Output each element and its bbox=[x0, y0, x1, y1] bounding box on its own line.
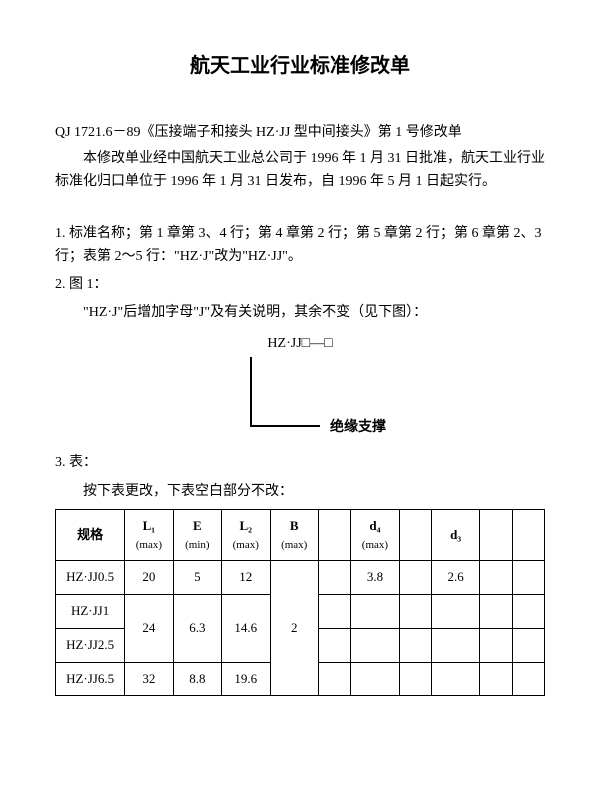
cell-empty bbox=[480, 628, 512, 662]
cell-d4: 3.8 bbox=[351, 561, 399, 595]
page-title: 航天工业行业标准修改单 bbox=[55, 50, 545, 82]
th-d4: d₄(max) bbox=[351, 509, 399, 560]
cell-empty bbox=[351, 628, 399, 662]
cell-empty bbox=[431, 662, 479, 696]
cell-empty bbox=[512, 628, 544, 662]
item-1: 1. 标准名称；第 1 章第 3、4 行；第 4 章第 2 行；第 5 章第 2… bbox=[55, 223, 545, 268]
intro-line-2: 本修改单业经中国航天工业总公司于 1996 年 1 月 31 日批准，航天工业行… bbox=[55, 148, 545, 193]
diagram-callout-label: 绝缘支撑 bbox=[330, 417, 386, 439]
cell-empty bbox=[318, 662, 350, 696]
cell-spec: HZ·JJ0.5 bbox=[56, 561, 125, 595]
cell-b-merged: 2 bbox=[270, 561, 318, 696]
cell-e: 8.8 bbox=[173, 662, 221, 696]
cell-empty bbox=[399, 595, 431, 629]
cell-empty bbox=[512, 662, 544, 696]
intro-line-1: QJ 1721.6－89《压接端子和接头 HZ·JJ 型中间接头》第 1 号修改… bbox=[55, 122, 545, 144]
cell-empty bbox=[431, 595, 479, 629]
cell-empty bbox=[512, 595, 544, 629]
spec-table: 规格 L₁(max) E(min) L₂(max) B(max) d₄(max)… bbox=[55, 509, 545, 697]
cell-empty bbox=[318, 628, 350, 662]
cell-spec: HZ·JJ1 bbox=[56, 595, 125, 629]
cell-empty bbox=[480, 595, 512, 629]
cell-empty bbox=[351, 595, 399, 629]
table-row: HZ·JJ0.5 20 5 12 2 3.8 2.6 bbox=[56, 561, 545, 595]
cell-empty bbox=[399, 662, 431, 696]
cell-empty bbox=[431, 628, 479, 662]
diagram: 绝缘支撑 bbox=[200, 357, 400, 442]
th-empty-2 bbox=[399, 509, 431, 560]
cell-e-merged: 6.3 bbox=[173, 595, 221, 663]
th-d3: d₃ bbox=[431, 509, 479, 560]
th-empty-1 bbox=[318, 509, 350, 560]
cell-l2-merged: 14.6 bbox=[222, 595, 270, 663]
cell-l2: 12 bbox=[222, 561, 270, 595]
cell-empty bbox=[512, 561, 544, 595]
table-note: 按下表更改，下表空白部分不改： bbox=[55, 481, 545, 503]
cell-l1: 32 bbox=[125, 662, 173, 696]
item-2: 2. 图 1： bbox=[55, 274, 545, 296]
cell-l2: 19.6 bbox=[222, 662, 270, 696]
cell-empty bbox=[399, 628, 431, 662]
th-e: E(min) bbox=[173, 509, 221, 560]
cell-d3: 2.6 bbox=[431, 561, 479, 595]
cell-l1: 20 bbox=[125, 561, 173, 595]
item-2-desc: "HZ·J"后增加字母"J"及有关说明，其余不变（见下图）： bbox=[55, 302, 545, 324]
cell-empty bbox=[480, 662, 512, 696]
th-empty-3 bbox=[480, 509, 512, 560]
cell-empty bbox=[399, 561, 431, 595]
diagram-horizontal-line bbox=[250, 425, 320, 427]
figure-label: HZ·JJ□—□ bbox=[55, 333, 545, 355]
cell-spec: HZ·JJ6.5 bbox=[56, 662, 125, 696]
diagram-vertical-line bbox=[250, 357, 252, 427]
cell-e: 5 bbox=[173, 561, 221, 595]
cell-l1-merged: 24 bbox=[125, 595, 173, 663]
table-header-row: 规格 L₁(max) E(min) L₂(max) B(max) d₄(max)… bbox=[56, 509, 545, 560]
cell-empty bbox=[351, 662, 399, 696]
item-3: 3. 表： bbox=[55, 452, 545, 474]
th-empty-4 bbox=[512, 509, 544, 560]
cell-empty bbox=[480, 561, 512, 595]
cell-spec: HZ·JJ2.5 bbox=[56, 628, 125, 662]
cell-empty bbox=[318, 595, 350, 629]
th-spec: 规格 bbox=[56, 509, 125, 560]
th-l2: L₂(max) bbox=[222, 509, 270, 560]
th-l1: L₁(max) bbox=[125, 509, 173, 560]
th-b: B(max) bbox=[270, 509, 318, 560]
cell-empty bbox=[318, 561, 350, 595]
